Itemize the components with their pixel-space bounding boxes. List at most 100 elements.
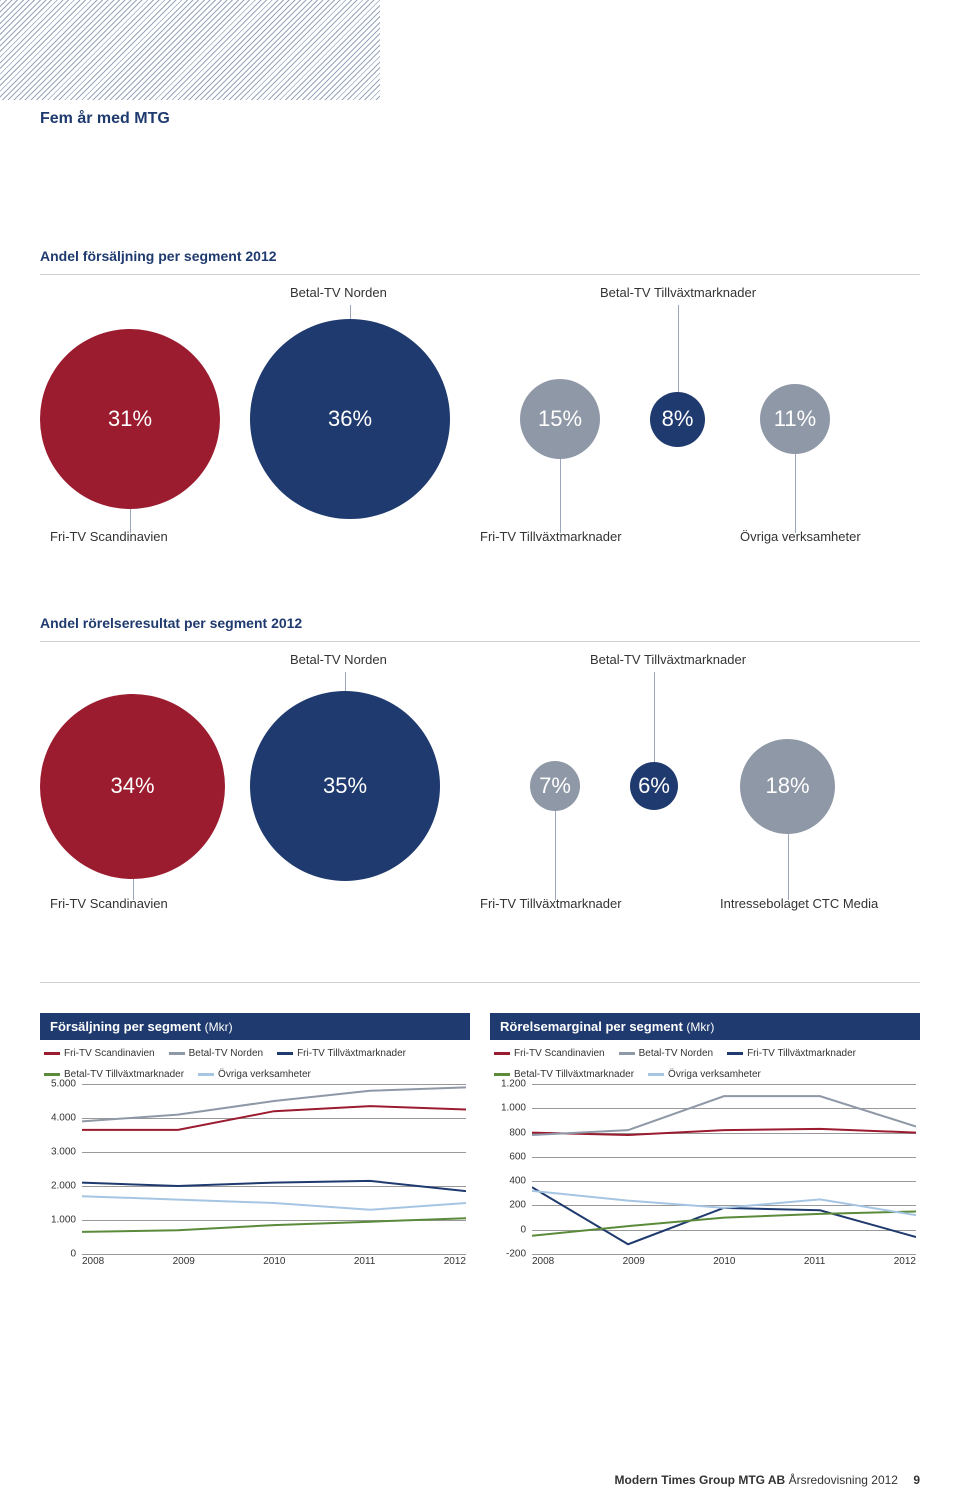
series-line	[82, 1181, 466, 1191]
bottom-label-row: Fri-TV ScandinavienFri-TV Tillväxtmarkna…	[40, 529, 920, 553]
x-tick: 2011	[354, 1256, 376, 1274]
legend-swatch	[44, 1073, 60, 1076]
connector	[555, 811, 556, 900]
bottom-label: Övriga verksamheter	[740, 529, 861, 544]
x-tick: 2009	[623, 1256, 645, 1274]
series-line	[82, 1087, 466, 1121]
legend-label: Betal-TV Norden	[189, 1048, 263, 1059]
y-tick: 4.000	[51, 1113, 76, 1124]
x-tick: 2010	[713, 1256, 735, 1274]
line-svg	[532, 1084, 916, 1254]
divider	[40, 641, 920, 642]
legend-item: Betal-TV Norden	[169, 1048, 263, 1059]
legend-label: Betal-TV Tillväxtmarknader	[64, 1069, 184, 1080]
bubble-value: 15%	[538, 406, 582, 432]
connector	[678, 305, 679, 392]
legend-swatch	[198, 1073, 214, 1076]
bubble-value: 31%	[108, 406, 152, 432]
legend-label: Fri-TV Scandinavien	[64, 1048, 155, 1059]
chart-legend: Fri-TV Scandinavien Betal-TV Norden Fri-TV…	[40, 1040, 470, 1084]
top-label: Betal-TV Tillväxtmarknader	[600, 285, 756, 300]
legend-item: Fri-TV Tillväxtmarknader	[727, 1048, 856, 1059]
x-tick: 2009	[173, 1256, 195, 1274]
legend-label: Fri-TV Tillväxtmarknader	[297, 1048, 406, 1059]
chart-left: Försäljning per segment (Mkr) Fri-TV Sca…	[40, 1013, 470, 1274]
bottom-label: Fri-TV Tillväxtmarknader	[480, 529, 622, 544]
bottom-label: Intressebolaget CTC Media	[720, 896, 878, 911]
bubble-value: 35%	[323, 773, 367, 799]
bubble-row: 34% 35% 7% 6% 18%	[40, 676, 920, 896]
bubble-value: 8%	[662, 406, 694, 432]
top-label: Betal-TV Norden	[290, 652, 387, 667]
legend-label: Betal-TV Norden	[639, 1048, 713, 1059]
y-axis: 5.0004.0003.0002.0001.0000	[40, 1084, 80, 1254]
legend-swatch	[727, 1052, 743, 1055]
legend-label: Betal-TV Tillväxtmarknader	[514, 1069, 634, 1080]
top-label-row: Betal-TV NordenBetal-TV Tillväxtmarknade…	[40, 285, 920, 309]
y-tick: 600	[509, 1151, 526, 1162]
chart-unit: (Mkr)	[205, 1020, 233, 1034]
x-axis: 20082009201020112012	[82, 1256, 466, 1274]
legend-item: Fri-TV Scandinavien	[494, 1048, 605, 1059]
series-line	[532, 1212, 916, 1236]
bubble: 7%	[530, 761, 580, 811]
bubble: 6%	[630, 762, 678, 810]
bubble-row: 31% 36% 15% 8% 11%	[40, 309, 920, 529]
bubble: 34%	[40, 694, 225, 879]
bubble-value: 11%	[774, 406, 816, 432]
legend-item: Övriga verksamheter	[648, 1069, 761, 1080]
series-line	[532, 1191, 916, 1215]
bubble: 18%	[740, 739, 835, 834]
y-tick: 2.000	[51, 1181, 76, 1192]
connector	[560, 459, 561, 533]
series-line	[82, 1196, 466, 1210]
legend-label: Övriga verksamheter	[668, 1069, 761, 1080]
legend-label: Fri-TV Tillväxtmarknader	[747, 1048, 856, 1059]
legend-label: Övriga verksamheter	[218, 1069, 311, 1080]
connector	[654, 672, 655, 762]
hatched-corner	[0, 0, 380, 100]
x-tick: 2012	[444, 1256, 466, 1274]
page-content: Fem år med MTG Andel försäljning per seg…	[40, 110, 920, 1274]
chart-header: Rörelsemarginal per segment (Mkr)	[490, 1013, 920, 1040]
connector	[350, 305, 351, 319]
x-axis: 2008 2009 2010 2011 2012	[532, 1256, 916, 1274]
bubble-block-1: Betal-TV NordenBetal-TV Tillväxtmarknade…	[40, 285, 920, 585]
y-tick: -200	[506, 1249, 526, 1260]
y-tick: 0	[520, 1224, 526, 1235]
bubble-value: 34%	[110, 773, 154, 799]
bubble-value: 36%	[328, 406, 372, 432]
x-tick: 2012	[894, 1256, 916, 1274]
bubble-value: 7%	[539, 773, 571, 799]
y-tick: 1.000	[501, 1103, 526, 1114]
legend-swatch	[648, 1073, 664, 1076]
legend-swatch	[169, 1052, 185, 1055]
legend-swatch	[44, 1052, 60, 1055]
legend-item: Fri-TV Scandinavien	[44, 1048, 155, 1059]
y-tick: 400	[509, 1176, 526, 1187]
bubble: 8%	[650, 392, 705, 447]
chapter-title: Fem år med MTG	[40, 110, 920, 128]
footer-company: Modern Times Group MTG AB	[615, 1473, 786, 1487]
divider	[40, 982, 920, 983]
connector	[345, 672, 346, 691]
bottom-label: Fri-TV Tillväxtmarknader	[480, 896, 622, 911]
linechart-wrap: 5.0004.0003.0002.0001.000020082009201020…	[40, 1084, 470, 1274]
legend-swatch	[619, 1052, 635, 1055]
gridline	[82, 1254, 466, 1255]
top-label: Betal-TV Tillväxtmarknader	[590, 652, 746, 667]
y-tick: 0	[70, 1249, 76, 1260]
bubble: 35%	[250, 691, 440, 881]
bubble-value: 18%	[765, 773, 809, 799]
legend-label: Fri-TV Scandinavien	[514, 1048, 605, 1059]
legend-item: Fri-TV Tillväxtmarknader	[277, 1048, 406, 1059]
x-tick: 2008	[532, 1256, 554, 1274]
page-footer: Modern Times Group MTG AB Årsredovisning…	[615, 1473, 920, 1487]
legend-swatch	[494, 1052, 510, 1055]
plot-area	[532, 1084, 916, 1254]
x-tick: 2011	[804, 1256, 826, 1274]
y-tick: 1.000	[51, 1215, 76, 1226]
legend-item: Betal-TV Norden	[619, 1048, 713, 1059]
legend-swatch	[277, 1052, 293, 1055]
chart-title: Rörelsemarginal per segment	[500, 1019, 683, 1034]
